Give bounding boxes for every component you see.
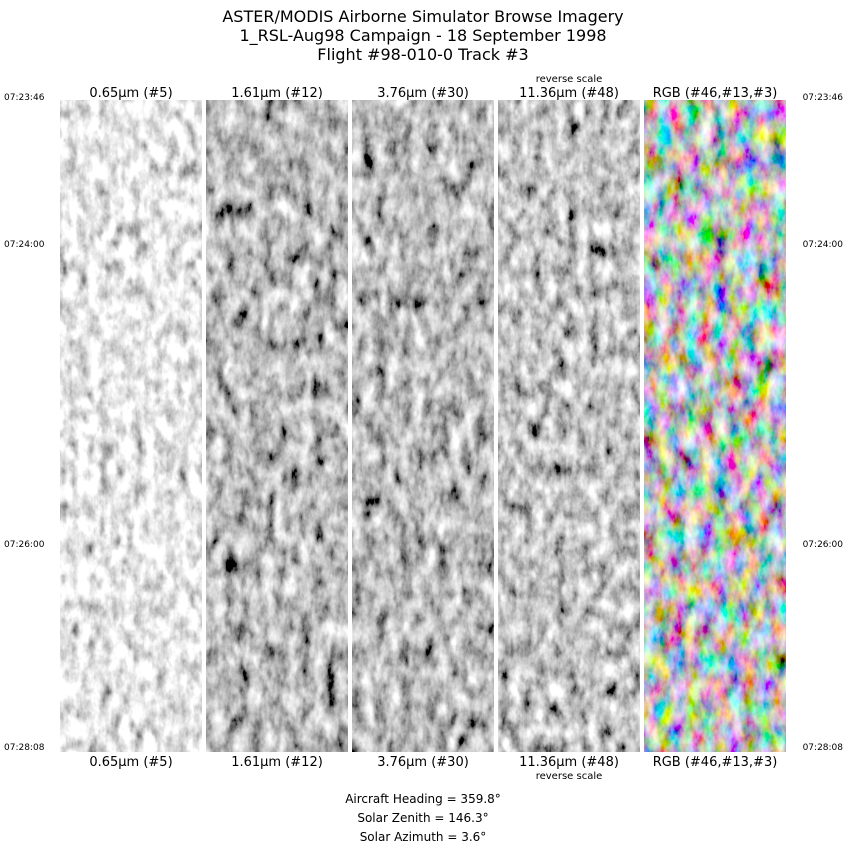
time-label: 07:26:00 <box>803 540 844 550</box>
time-label: 07:23:46 <box>4 93 45 103</box>
band-label: RGB (#46,#13,#3) <box>653 86 778 101</box>
header-line: Flight #98-010-0 Track #3 <box>317 45 528 64</box>
time-label: 07:23:46 <box>803 93 844 103</box>
footer-line: Solar Zenith = 146.3° <box>357 811 488 825</box>
band-image <box>498 100 640 752</box>
band-label: 0.65μm (#5) <box>89 755 172 770</box>
band-label: 3.76μm (#30) <box>377 755 469 770</box>
time-label: 07:28:08 <box>4 743 45 753</box>
band-label: 3.76μm (#30) <box>377 86 469 101</box>
footer-line: Solar Azimuth = 3.6° <box>360 830 487 844</box>
time-label: 07:24:00 <box>4 240 45 250</box>
band-image <box>644 100 786 752</box>
band-label: 11.36μm (#48) <box>519 755 619 770</box>
header-line: ASTER/MODIS Airborne Simulator Browse Im… <box>222 7 623 26</box>
time-label: 07:28:08 <box>803 743 844 753</box>
band-label: RGB (#46,#13,#3) <box>653 755 778 770</box>
band-label: 11.36μm (#48) <box>519 86 619 101</box>
time-label: 07:26:00 <box>4 540 45 550</box>
footer-line: Aircraft Heading = 359.8° <box>345 792 501 806</box>
band-image <box>352 100 494 752</box>
band-label: 1.61μm (#12) <box>231 755 323 770</box>
time-label: 07:24:00 <box>803 240 844 250</box>
band-image <box>60 100 202 752</box>
band-note: reverse scale <box>536 771 603 782</box>
band-label: 1.61μm (#12) <box>231 86 323 101</box>
header-line: 1_RSL-Aug98 Campaign - 18 September 1998 <box>239 26 606 46</box>
band-label: 0.65μm (#5) <box>89 86 172 101</box>
band-image <box>206 100 348 752</box>
band-note: reverse scale <box>536 74 603 85</box>
